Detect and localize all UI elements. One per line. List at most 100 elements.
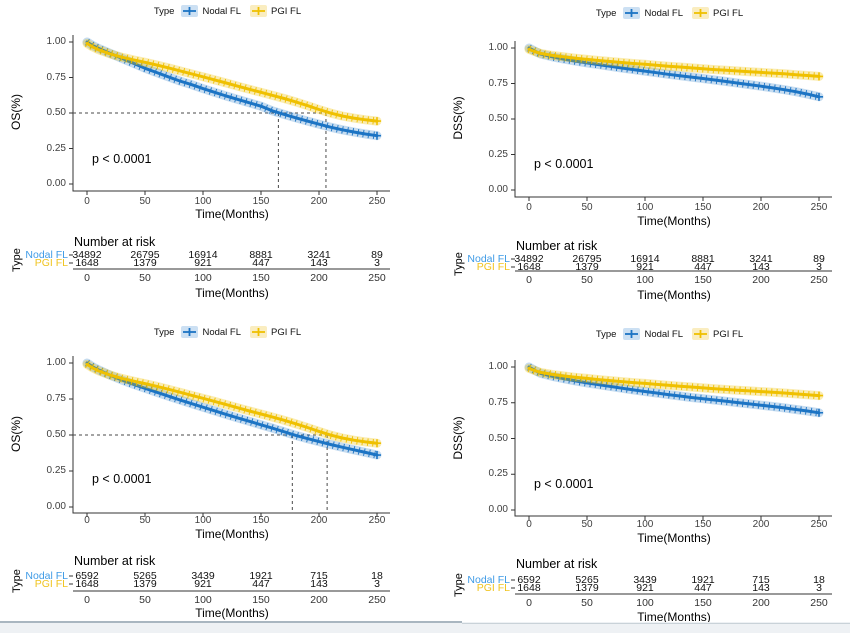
risk-x-tick-label: 200: [310, 272, 328, 284]
risk-table-y-label: Type: [453, 252, 465, 276]
risk-count: 1921: [691, 574, 715, 586]
risk-count: 26795: [572, 253, 602, 265]
risk-count: 715: [752, 574, 770, 586]
censor-plus-icon: [815, 408, 823, 417]
x-axis-label: Time(Months): [637, 531, 711, 545]
y-tick-label: 0.75: [46, 393, 66, 404]
censor-plus-icon: [815, 72, 823, 81]
legend-key-pgi-icon: [692, 7, 710, 19]
p-value-annotation: p < 0.0001: [534, 157, 594, 171]
risk-count: 3241: [749, 253, 773, 265]
legend-label-nodal: Nodal FL: [644, 328, 684, 340]
legend: Type Nodal FL PGI FL: [62, 5, 402, 17]
survival-curve: [527, 366, 821, 398]
risk-count: 16914: [630, 253, 660, 265]
risk-count: 5265: [575, 574, 599, 586]
risk-row-label-pgi: PGI FL: [476, 261, 510, 273]
risk-x-tick-label: 100: [636, 274, 654, 286]
legend-key-nodal-icon: [623, 7, 641, 19]
y-tick-label: 0.25: [46, 465, 66, 476]
x-tick-label: 0: [84, 515, 90, 526]
x-tick-label: 200: [752, 202, 770, 213]
risk-x-tick-label: 150: [252, 272, 270, 284]
censor-marks: [85, 38, 378, 140]
risk-table-x-label: Time(Months): [637, 610, 711, 624]
y-tick-label: 0.25: [488, 468, 508, 480]
y-tick-label: 0.25: [488, 148, 508, 160]
censor-plus-icon: [815, 391, 823, 400]
y-tick-label: 0.75: [488, 77, 508, 89]
censor-plus-icon: [373, 451, 381, 460]
censor-plus-icon: [373, 439, 381, 448]
survival-curve: [527, 46, 821, 99]
risk-row-label-nodal: Nodal FL: [25, 249, 68, 261]
legend-label-nodal: Nodal FL: [644, 7, 684, 19]
risk-x-tick-label: 250: [810, 597, 828, 609]
legend-label-pgi: PGI FL: [713, 7, 744, 19]
risk-count: 1379: [133, 578, 157, 590]
y-tick-label: 0.00: [46, 501, 66, 512]
risk-x-tick-label: 150: [252, 594, 270, 606]
risk-x-tick-label: 50: [581, 597, 593, 609]
risk-count: 3439: [191, 570, 215, 582]
censor-plus-icon: [373, 117, 381, 126]
risk-count: 921: [194, 257, 212, 269]
legend-label-pgi: PGI FL: [713, 328, 744, 340]
y-tick-label: 0.00: [46, 178, 66, 189]
x-tick-label: 150: [694, 519, 712, 530]
x-tick-label: 150: [252, 515, 270, 526]
risk-row-label-nodal: Nodal FL: [25, 570, 68, 582]
legend-key-nodal-icon: [181, 326, 199, 338]
x-tick-label: 50: [581, 519, 593, 530]
risk-count: 3: [816, 261, 822, 273]
risk-count: 1648: [75, 578, 99, 590]
risk-count: 3: [816, 582, 822, 594]
x-tick-label: 50: [581, 202, 593, 213]
p-value-annotation: p < 0.0001: [534, 477, 594, 491]
legend-key-nodal-icon: [623, 328, 641, 340]
legend-label-nodal: Nodal FL: [202, 5, 242, 17]
risk-count: 447: [252, 257, 270, 269]
p-value-annotation: p < 0.0001: [92, 152, 152, 166]
risk-x-tick-label: 250: [368, 594, 386, 606]
x-tick-label: 0: [84, 196, 90, 207]
y-tick-label: 0.00: [488, 504, 508, 515]
risk-count: 447: [694, 582, 712, 594]
risk-x-tick-label: 50: [581, 274, 593, 286]
x-tick-label: 250: [810, 519, 828, 530]
legend: Type Nodal FL PGI FL: [62, 326, 402, 338]
risk-table-x-label: Time(Months): [195, 606, 269, 620]
risk-count: 143: [310, 257, 328, 269]
y-tick-label: 0.50: [488, 113, 508, 124]
risk-count: 921: [194, 578, 212, 590]
risk-x-tick-label: 50: [139, 272, 151, 284]
risk-count: 6592: [75, 570, 99, 582]
x-tick-label: 250: [368, 515, 386, 526]
legend: Type Nodal FL PGI FL: [504, 7, 844, 19]
risk-row-label-nodal: Nodal FL: [467, 253, 510, 265]
risk-count: 143: [310, 578, 328, 590]
x-tick-label: 50: [139, 515, 151, 526]
risk-x-tick-label: 100: [194, 272, 212, 284]
y-axis-label: DSS(%): [451, 415, 465, 460]
plot-axes: [514, 360, 832, 517]
risk-count: 89: [371, 249, 383, 261]
risk-count: 447: [252, 578, 270, 590]
risk-row-label-pgi: PGI FL: [34, 578, 68, 590]
risk-table-x-label: Time(Months): [195, 286, 269, 300]
risk-row-label-pgi: PGI FL: [476, 582, 510, 594]
risk-x-tick-label: 0: [526, 597, 532, 609]
risk-count: 1648: [517, 261, 541, 273]
risk-count: 89: [813, 253, 825, 265]
risk-count: 1379: [133, 257, 157, 269]
risk-count: 1921: [249, 570, 273, 582]
risk-x-tick-label: 250: [368, 272, 386, 284]
risk-count: 16914: [188, 249, 218, 261]
risk-count: 18: [813, 574, 825, 586]
risk-x-tick-label: 200: [752, 597, 770, 609]
risk-count: 1648: [75, 257, 99, 269]
y-tick-label: 1.00: [46, 36, 66, 47]
y-axis-label: OS(%): [9, 416, 23, 452]
risk-count: 8881: [691, 253, 715, 265]
